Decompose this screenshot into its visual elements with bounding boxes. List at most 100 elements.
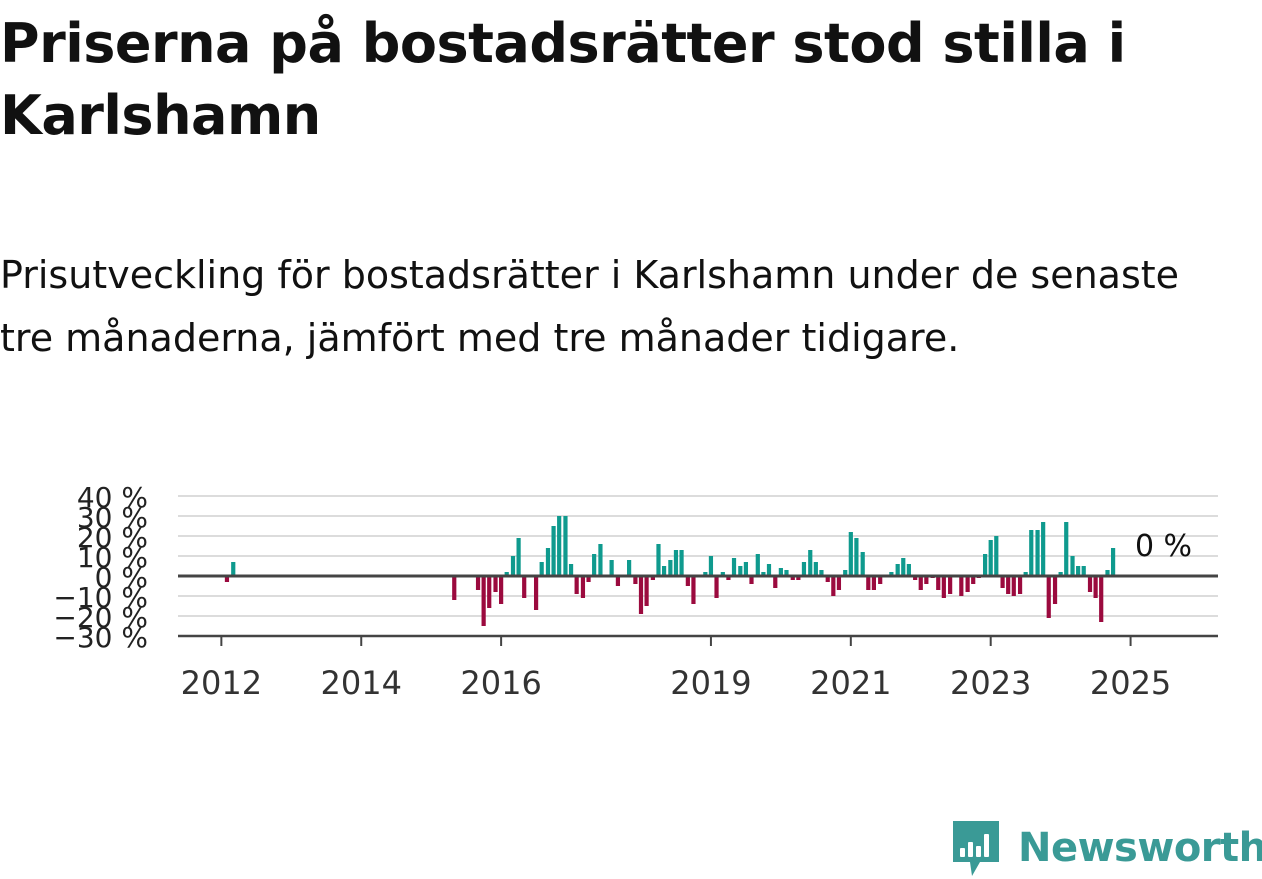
bar <box>924 576 929 584</box>
bar <box>516 538 521 576</box>
bar <box>948 576 953 594</box>
bar <box>743 562 749 576</box>
x-tick-label: 2012 <box>181 664 262 702</box>
bar <box>714 576 719 598</box>
bar <box>889 572 894 576</box>
price-change-chart: 40 %30 %20 %10 %0 %−10 %−20 %−30 %2012 20… <box>53 481 1218 702</box>
y-tick-label: 40 % <box>77 481 148 514</box>
bar <box>819 570 824 576</box>
bar <box>959 576 964 596</box>
brand-name: Newsworthy <box>1018 825 1262 871</box>
bar <box>650 576 655 580</box>
x-tick-label: 2019 <box>670 664 751 702</box>
bar <box>1087 576 1093 592</box>
page-subtitle: Prisutveckling för bostadsrätter i Karls… <box>0 253 1180 360</box>
bar <box>761 572 766 576</box>
bar <box>493 576 498 592</box>
y-tick-label: −20 % <box>53 601 148 634</box>
bar <box>638 576 644 614</box>
bar <box>1029 530 1034 576</box>
bar <box>871 576 876 590</box>
bar <box>965 576 970 592</box>
bar <box>691 576 696 604</box>
bar <box>901 558 906 576</box>
bar <box>836 576 842 590</box>
bar <box>848 532 853 576</box>
newsworthy-logo-icon <box>953 821 999 876</box>
bar <box>854 538 859 576</box>
bar <box>749 576 754 584</box>
bar <box>656 544 661 576</box>
bar <box>755 554 760 576</box>
bar <box>504 572 509 576</box>
bar <box>1105 570 1110 576</box>
bar <box>994 536 999 576</box>
bar <box>661 566 667 576</box>
bar <box>778 568 783 576</box>
bar <box>1076 566 1081 576</box>
y-tick-label: 10 % <box>77 541 148 574</box>
x-tick-label: 2014 <box>321 664 402 702</box>
bar <box>866 576 871 590</box>
bar <box>586 576 591 582</box>
bar <box>1011 576 1016 596</box>
bar <box>510 556 516 576</box>
bar <box>1081 566 1086 576</box>
page-title: Priserna på bostadsrätter stod stilla i … <box>0 12 1126 147</box>
bar <box>936 576 941 590</box>
bar <box>895 564 900 576</box>
bar <box>609 560 614 576</box>
bar <box>522 576 527 598</box>
bar <box>633 576 638 584</box>
bar <box>644 576 649 606</box>
x-tick-label: 2021 <box>810 664 891 702</box>
y-tick-label: −30 % <box>53 621 148 654</box>
y-tick-label: 20 % <box>77 521 148 554</box>
bar <box>551 526 556 576</box>
bar <box>1064 522 1069 576</box>
bar <box>1058 572 1063 576</box>
x-tick-label: 2025 <box>1090 664 1171 702</box>
bar <box>720 572 725 576</box>
bar <box>790 576 795 580</box>
y-tick-label: −10 % <box>53 581 148 614</box>
bar <box>1041 522 1046 576</box>
bar <box>481 576 486 626</box>
bar <box>708 556 714 576</box>
bar <box>533 576 539 610</box>
bar <box>685 576 690 586</box>
bar <box>1070 556 1075 576</box>
bar <box>796 576 801 580</box>
bar <box>598 544 603 576</box>
bar <box>913 576 918 580</box>
bar <box>231 562 236 576</box>
bar <box>673 550 679 576</box>
bar <box>499 576 504 604</box>
bar <box>766 564 772 576</box>
bar <box>906 564 911 576</box>
bar <box>738 566 743 576</box>
x-tick-label: 2016 <box>460 664 541 702</box>
bar <box>580 576 586 598</box>
bar <box>1000 576 1005 588</box>
y-tick-label: 0 % <box>95 561 148 594</box>
bar <box>1035 530 1040 576</box>
bar <box>971 576 976 584</box>
bar <box>703 572 708 576</box>
bar <box>568 564 574 576</box>
bar <box>988 540 993 576</box>
bar <box>539 562 544 576</box>
bar <box>731 558 737 576</box>
bar <box>452 576 457 600</box>
bar <box>1017 576 1023 594</box>
bar <box>1093 576 1098 598</box>
bar <box>918 576 923 590</box>
bar <box>808 550 813 576</box>
bar <box>825 576 830 582</box>
bar <box>627 560 632 576</box>
bar <box>475 576 481 590</box>
bar <box>773 576 778 588</box>
bar <box>1110 548 1116 576</box>
latest-value-label: 0 % <box>1135 529 1192 564</box>
bar <box>801 562 807 576</box>
